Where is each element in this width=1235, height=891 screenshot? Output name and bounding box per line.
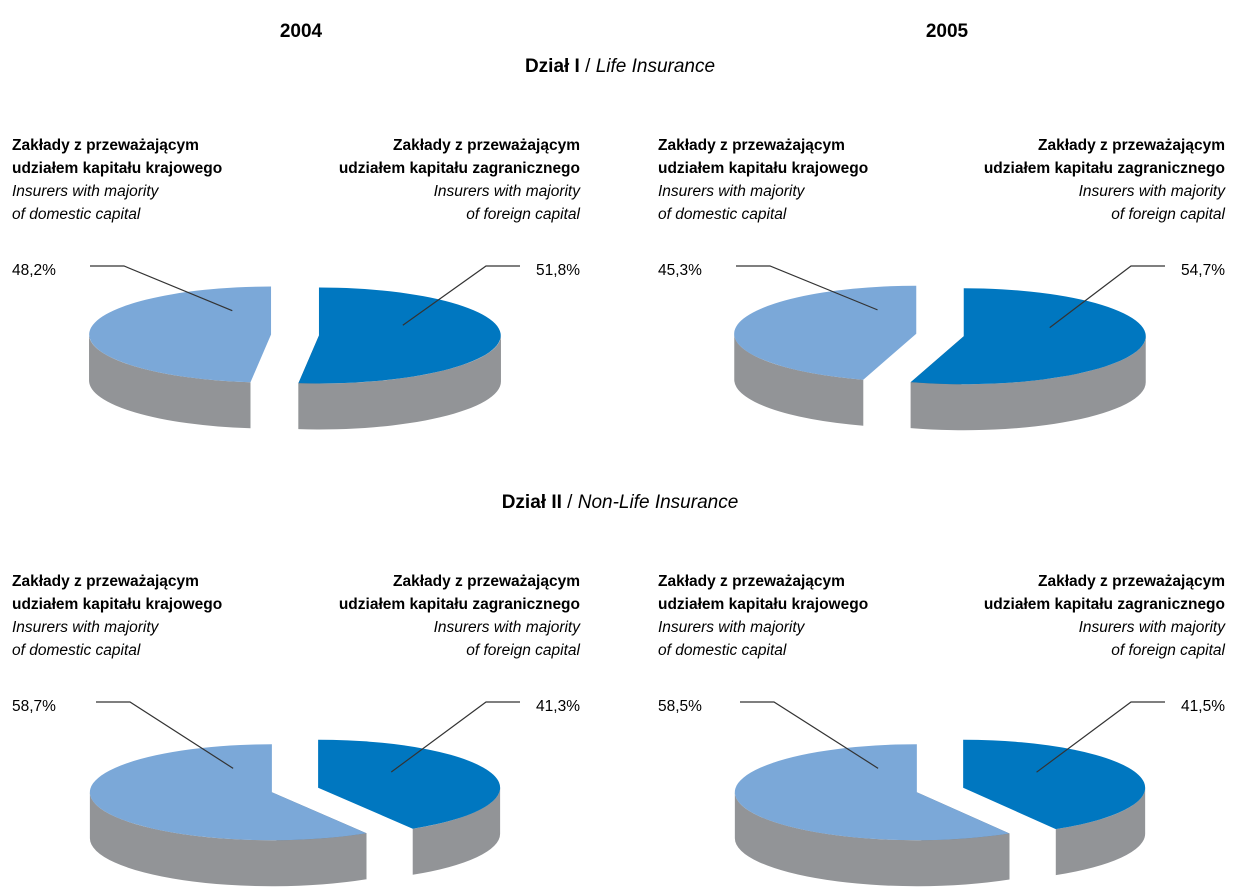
legend-nonlife-2004-foreign: Zakłady z przeważającym udziałem kapitał… (339, 573, 581, 659)
legend-line: udziałem kapitału zagranicznego (339, 160, 580, 177)
legend-line: udziałem kapitału zagranicznego (339, 596, 580, 613)
pie-top-foreign (963, 739, 1146, 830)
legend-line: Zakłady z przeważającym (393, 573, 580, 590)
legend-line: of domestic capital (12, 206, 141, 223)
section-nonlife-separator: / (562, 492, 578, 513)
section-nonlife-bold: Dział II (502, 492, 562, 513)
pie-3 (734, 701, 1165, 887)
legend-line: Zakłady z przeważającym (1038, 137, 1225, 154)
pie-layer (89, 265, 1165, 887)
section-life-separator: / (580, 56, 596, 77)
legend-line: of foreign capital (1111, 206, 1225, 223)
legend-line: of foreign capital (466, 642, 580, 659)
pie-0 (89, 265, 520, 430)
legend-line: of domestic capital (658, 206, 787, 223)
pie-outer-side (734, 792, 1010, 887)
legend-line: Insurers with majority (1079, 183, 1227, 200)
year-header-2004: 2004 (280, 21, 323, 42)
legend-line: of domestic capital (658, 642, 787, 659)
pct-label-life-2005-domestic: 45,3% (658, 262, 702, 279)
pie-top-domestic (89, 286, 272, 383)
legend-nonlife-2005-domestic: Zakłady z przeważającym udziałem kapitał… (658, 573, 868, 659)
pie-top-domestic (89, 744, 367, 841)
pie-top-foreign (910, 288, 1146, 385)
legend-line: udziałem kapitału zagranicznego (984, 160, 1225, 177)
legend-line: udziałem kapitału zagranicznego (984, 596, 1225, 613)
leader-line-foreign (402, 265, 520, 326)
legend-line: Insurers with majority (434, 183, 582, 200)
legend-line: Zakłady z przeważającym (12, 137, 199, 154)
legend-line: Zakłady z przeważającym (12, 573, 199, 590)
pct-label-life-2005-foreign: 54,7% (1181, 262, 1225, 279)
legend-nonlife-2004-domestic: Zakłady z przeważającym udziałem kapitał… (12, 573, 222, 659)
pie-top-foreign (318, 739, 501, 829)
legend-life-2005-foreign: Zakłady z przeważającym udziałem kapitał… (984, 137, 1226, 223)
legend-line: udziałem kapitału krajowego (12, 596, 222, 613)
legend-line: Insurers with majority (658, 183, 806, 200)
pie-slice-domestic (89, 744, 367, 887)
legend-line: of domestic capital (12, 642, 141, 659)
pie-outer-side (910, 336, 1146, 431)
pct-label-life-2004-domestic: 48,2% (12, 262, 56, 279)
leader-line-foreign (390, 701, 520, 773)
pie-slice-foreign (910, 288, 1146, 431)
legend-line: udziałem kapitału krajowego (658, 160, 868, 177)
pie-top-foreign (298, 287, 501, 384)
legend-nonlife-2005-foreign: Zakłady z przeważającym udziałem kapitał… (984, 573, 1226, 659)
leader-line-foreign (1049, 265, 1165, 329)
legend-line: of foreign capital (1111, 642, 1225, 659)
legend-line: Insurers with majority (12, 619, 160, 636)
legend-line: of foreign capital (466, 206, 580, 223)
section-life-italic: Life Insurance (596, 56, 715, 77)
leader-line-domestic (90, 265, 233, 312)
legend-line: Zakłady z przeważającym (393, 137, 580, 154)
legend-life-2004-domestic: Zakłady z przeważającym udziałem kapitał… (12, 137, 222, 223)
pie-outer-side (89, 334, 251, 429)
year-header-2005: 2005 (926, 21, 969, 42)
pie-slice-domestic (734, 285, 917, 426)
pie-slice-foreign (963, 739, 1146, 876)
pie-slice-domestic (89, 286, 272, 429)
pie-outer-side (412, 787, 501, 875)
section-title-nonlife: Dział II / Non-Life Insurance (502, 492, 739, 513)
leader-line-domestic (96, 701, 234, 769)
pie-outer-side (1055, 787, 1146, 876)
legend-line: Insurers with majority (658, 619, 806, 636)
pie-slice-foreign (298, 287, 501, 430)
legend-line: Zakłady z przeważającym (658, 137, 845, 154)
legend-line: Zakłady z przeważającym (1038, 573, 1225, 590)
pct-label-life-2004-foreign: 51,8% (536, 262, 580, 279)
leader-line-foreign (1036, 701, 1165, 773)
pie-top-domestic (734, 744, 1010, 841)
pct-label-nonlife-2004-foreign: 41,3% (536, 698, 580, 715)
section-nonlife-italic: Non-Life Insurance (578, 492, 739, 513)
pie-1 (734, 265, 1165, 431)
pct-label-nonlife-2005-foreign: 41,5% (1181, 698, 1225, 715)
pie-top-domestic (734, 285, 917, 380)
leader-line-domestic (740, 701, 879, 769)
pct-label-nonlife-2005-domestic: 58,5% (658, 698, 702, 715)
pie-outer-side (734, 333, 864, 426)
pie-slice-foreign (318, 739, 501, 875)
legend-line: Insurers with majority (434, 619, 582, 636)
legend-life-2004-foreign: Zakłady z przeważającym udziałem kapitał… (339, 137, 581, 223)
pie-outer-side (298, 335, 501, 430)
section-life-bold: Dział I (525, 56, 580, 77)
legend-line: udziałem kapitału krajowego (658, 596, 868, 613)
legend-life-2005-domestic: Zakłady z przeważającym udziałem kapitał… (658, 137, 868, 223)
pct-label-nonlife-2004-domestic: 58,7% (12, 698, 56, 715)
pie-2 (89, 701, 520, 887)
leader-line-domestic (736, 265, 878, 311)
legend-line: Insurers with majority (12, 183, 160, 200)
section-title-life: Dział I / Life Insurance (525, 56, 715, 77)
legend-line: Zakłady z przeważającym (658, 573, 845, 590)
legend-line: udziałem kapitału krajowego (12, 160, 222, 177)
legend-line: Insurers with majority (1079, 619, 1227, 636)
pie-outer-side (89, 792, 367, 887)
pie-slice-domestic (734, 744, 1010, 887)
